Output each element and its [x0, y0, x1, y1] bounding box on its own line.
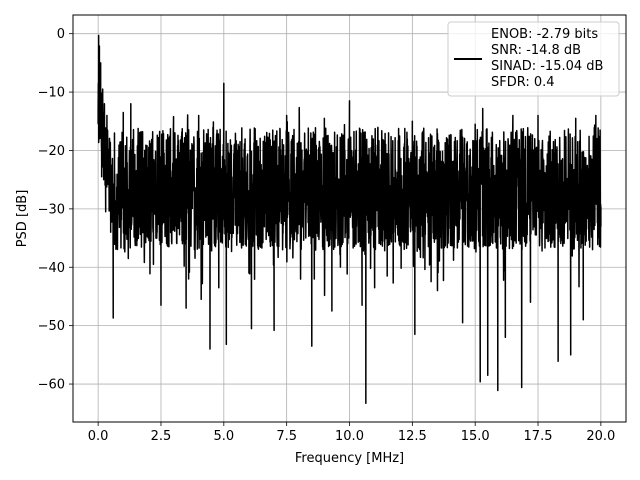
- y-tick-label: −60: [38, 378, 65, 393]
- x-tick-label: 7.5: [276, 429, 297, 444]
- legend-text-line: SINAD: -15.04 dB: [491, 59, 603, 74]
- legend-text-line: SNR: -14.8 dB: [491, 43, 581, 58]
- y-tick-label: −50: [38, 319, 65, 334]
- y-axis-ticks: 0 −10 −20 −30 −40 −50 −60: [38, 27, 73, 393]
- series-layer: [97, 34, 602, 405]
- x-tick-label: 10.0: [335, 429, 364, 444]
- x-tick-label: 5.0: [213, 429, 234, 444]
- y-tick-label: 0: [57, 27, 65, 42]
- x-tick-label: 2.5: [151, 429, 172, 444]
- x-axis-ticks: 0.0 2.5 5.0 7.5 10.0 12.5 15.0 17.5 20.0: [88, 422, 615, 444]
- y-axis-label: PSD [dB]: [15, 190, 30, 248]
- x-tick-label: 15.0: [461, 429, 490, 444]
- legend-text-line: SFDR: 0.4: [491, 75, 555, 90]
- x-tick-label: 12.5: [398, 429, 427, 444]
- plot-area: [97, 34, 602, 405]
- x-tick-label: 17.5: [524, 429, 553, 444]
- legend-entry-label: ENOB: -2.79 bits SNR: -14.8 dB SINAD: -15.…: [491, 27, 603, 90]
- psd-series-line: [97, 34, 602, 405]
- y-tick-label: −40: [38, 261, 65, 276]
- legend-box: [447, 21, 620, 97]
- legend-text-line: ENOB: -2.79 bits: [491, 27, 598, 42]
- x-tick-label: 20.0: [586, 429, 615, 444]
- y-tick-label: −30: [38, 202, 65, 217]
- y-tick-label: −20: [38, 144, 65, 159]
- y-tick-label: −10: [38, 86, 65, 101]
- x-tick-label: 0.0: [88, 429, 109, 444]
- legend: ENOB: -2.79 bits SNR: -14.8 dB SINAD: -15.…: [447, 21, 620, 97]
- x-axis-label: Frequency [MHz]: [295, 451, 404, 466]
